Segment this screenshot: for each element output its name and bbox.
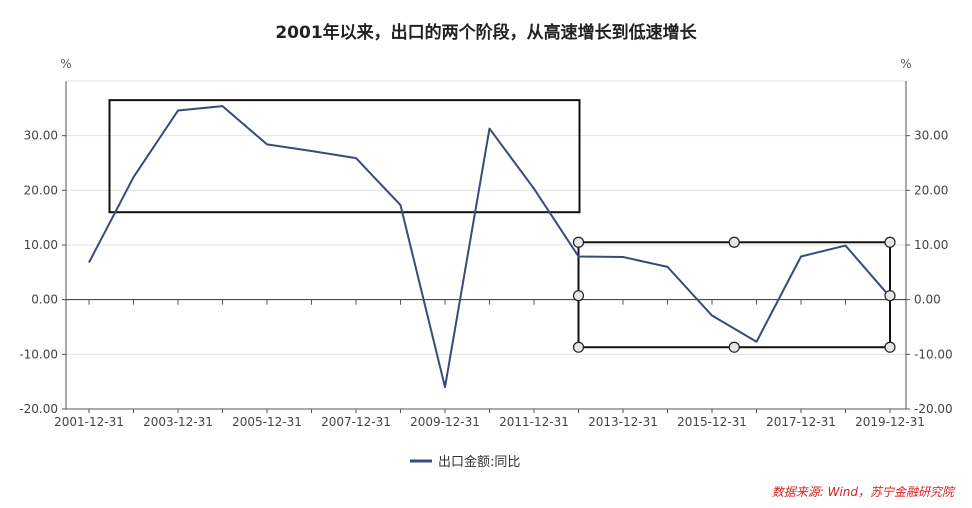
series-line <box>88 105 891 389</box>
x-tick-label: 2009-12-31 <box>410 415 480 429</box>
selection-handles[interactable] <box>572 236 896 353</box>
y-tick-label-right: -10.00 <box>914 347 953 361</box>
y-tick-label: 10.00 <box>24 238 58 252</box>
y-tick-labels: -20.00 -20.00 -10.00 -10.00 0.00 0.00 10.00 10.… <box>19 129 952 416</box>
x-tick-label: 2019-12-31 <box>855 415 925 429</box>
y-tick-label: 20.00 <box>24 183 58 197</box>
gridlines <box>66 80 906 410</box>
x-tick-label: 2005-12-31 <box>232 415 302 429</box>
y-tick-label: 0.00 <box>31 293 58 307</box>
x-tick-labels: 2001-12-31 2003-12-31 2005-12-31 2007-12-31… <box>54 415 925 429</box>
axes <box>62 81 910 413</box>
series-layer <box>88 105 891 389</box>
x-tick-label: 2007-12-31 <box>321 415 391 429</box>
x-tick-label: 2001-12-31 <box>54 415 124 429</box>
y-tick-label: -10.00 <box>19 347 58 361</box>
legend-label: 出口金额:同比 <box>438 454 520 470</box>
x-tick-label: 2017-12-31 <box>766 415 836 429</box>
resize-handle[interactable] <box>572 290 585 302</box>
y-tick-label: 30.00 <box>24 129 58 143</box>
y-tick-label-right: 20.00 <box>914 183 948 197</box>
legend[interactable]: 出口金额:同比 <box>410 454 520 470</box>
resize-handle[interactable] <box>728 341 740 353</box>
resize-handle[interactable] <box>572 236 585 248</box>
right-axis-unit: % <box>900 57 911 71</box>
resize-handle[interactable] <box>728 236 740 248</box>
y-tick-label-right: 30.00 <box>914 129 948 143</box>
resize-handle[interactable] <box>884 290 896 302</box>
chart-title: 2001年以来，出口的两个阶段，从高速增长到低速增长 <box>275 22 697 43</box>
y-tick-label-right: -20.00 <box>914 402 953 416</box>
source-note: 数据来源: Wind，苏宁金融研究院 <box>772 485 956 499</box>
x-tick-label: 2015-12-31 <box>677 415 747 429</box>
x-tick-label: 2013-12-31 <box>588 415 658 429</box>
y-tick-label-right: 10.00 <box>914 238 948 252</box>
left-axis-unit: % <box>60 57 71 71</box>
resize-handle[interactable] <box>884 236 896 248</box>
resize-handle[interactable] <box>884 341 896 353</box>
x-tick-label: 2003-12-31 <box>143 415 213 429</box>
resize-handle[interactable] <box>572 341 585 353</box>
y-tick-label: -20.00 <box>19 402 58 416</box>
x-tick-label: 2011-12-31 <box>499 415 569 429</box>
y-tick-label-right: 0.00 <box>914 293 941 307</box>
highlight-box-high-growth-phase <box>108 99 581 214</box>
